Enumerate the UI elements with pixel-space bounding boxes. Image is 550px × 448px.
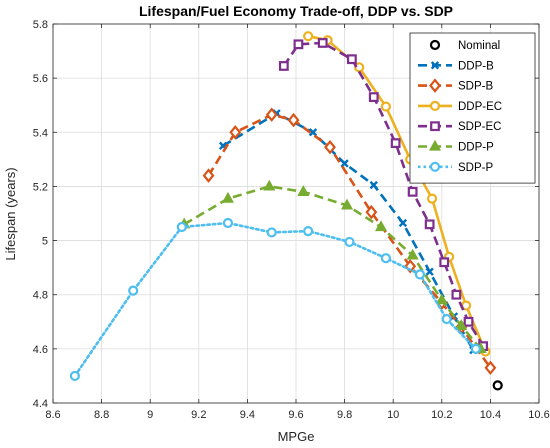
x-axis-label: MPGe [278, 429, 315, 444]
data-point-sdp-b [287, 112, 300, 128]
data-point-sdp-ec [424, 219, 435, 230]
y-tick-label: 5.6 [33, 73, 48, 85]
series-nominal [492, 380, 503, 391]
x-tick-label: 9 [147, 409, 153, 421]
y-tick-label: 5.2 [33, 181, 48, 193]
y-tick-label: 4.8 [33, 290, 48, 302]
data-point-ddp-ec [426, 193, 438, 204]
data-point-sdp-b [365, 204, 378, 220]
legend-marker [430, 121, 440, 132]
series-layer [69, 31, 503, 391]
legend-label: SDP-P [458, 162, 493, 174]
x-tick-label: 9.6 [288, 409, 303, 421]
legend-marker [429, 39, 441, 51]
data-point-ddp-ec [303, 31, 314, 42]
data-point-sdp-p [303, 225, 314, 237]
data-point-sdp-p [222, 217, 234, 229]
data-point-sdp-b [324, 139, 336, 155]
data-point-ddp-p [297, 185, 310, 196]
data-point-sdp-ec [368, 92, 379, 102]
data-point-sdp-p [176, 221, 187, 233]
y-tick-label: 5.4 [33, 127, 48, 139]
legend-entry: DDP-B [418, 60, 494, 72]
data-point-ddp-b [340, 159, 349, 168]
data-point-ddp-p [375, 220, 388, 232]
series-sdp-ec [278, 38, 489, 352]
data-point-ddp-b [398, 218, 408, 228]
data-point-ddp-p [455, 319, 468, 330]
data-point-ddp-ec [380, 101, 392, 112]
data-point-sdp-ec [407, 186, 418, 197]
legend-marker [429, 100, 441, 112]
legend-entry: Nominal [429, 39, 500, 52]
x-tick-label: 9.2 [191, 409, 206, 421]
data-point-sdp-p [266, 227, 277, 238]
data-point-sdp-p [414, 269, 426, 280]
data-point-sdp-b [229, 125, 242, 140]
x-tick-label: 10.2 [431, 409, 452, 421]
legend-entry: DDP-P [418, 139, 494, 154]
legend-label: SDP-B [458, 81, 493, 93]
x-tick-label: 8.6 [45, 409, 60, 421]
data-point-ddp-p [221, 191, 234, 203]
data-point-ddp-p [406, 248, 419, 260]
series-sdp-p [69, 217, 481, 382]
legend: Nominal DDP-B SDP-B DDP-EC SDP-EC DDP-P SDP-P [409, 32, 536, 184]
legend-label: SDP-EC [458, 121, 501, 133]
data-point-sdp-b [202, 168, 215, 183]
y-tick-label: 4.4 [33, 398, 48, 410]
data-point-sdp-p [441, 313, 452, 325]
data-point-sdp-p [69, 370, 80, 382]
data-point-nominal [492, 380, 503, 391]
y-tick-label: 5.8 [33, 19, 48, 31]
legend-entry: SDP-EC [418, 121, 501, 133]
x-tick-label: 10 [387, 409, 399, 421]
data-point-sdp-p [470, 343, 481, 354]
data-point-ddp-b [308, 128, 318, 137]
x-tick-label: 9.4 [240, 409, 255, 421]
x-tick-label: 10.6 [528, 409, 549, 421]
data-point-sdp-ec [451, 289, 462, 300]
legend-marker [428, 139, 442, 151]
y-axis-label: Lifespan (years) [3, 167, 18, 260]
data-point-sdp-ec [293, 39, 304, 50]
legend-entry: DDP-EC [418, 100, 502, 113]
legend-marker [429, 78, 441, 93]
data-point-sdp-b [265, 107, 278, 122]
y-tick-label: 4.6 [33, 344, 48, 356]
legend-entry: SDP-P [418, 161, 493, 174]
data-point-ddp-p [263, 179, 276, 191]
chart-title: Lifespan/Fuel Economy Trade-off, DDP vs.… [139, 3, 453, 19]
legend-entry: SDP-B [418, 78, 493, 93]
data-point-sdp-ec [278, 61, 289, 71]
data-point-ddp-b [425, 267, 434, 276]
legend-label: DDP-EC [458, 101, 502, 113]
axis-ticks: 8.6 8.8 9 9.2 9.4 9.6 9.8 10 10.2 10.4 10.6 4.4 4.6 4… [33, 19, 550, 421]
legend-marker [430, 61, 440, 70]
data-point-sdp-b [484, 360, 497, 376]
data-point-sdp-p [380, 253, 392, 264]
data-point-sdp-p [344, 236, 355, 248]
data-point-sdp-ec [463, 316, 474, 327]
data-point-ddp-b [369, 180, 378, 190]
legend-label: Nominal [458, 40, 500, 52]
legend-marker [429, 161, 441, 172]
data-point-sdp-ec [390, 138, 401, 149]
legend-label: DDP-P [458, 142, 494, 154]
x-tick-label: 10.4 [480, 409, 501, 421]
data-point-sdp-ec [317, 38, 328, 48]
data-point-sdp-ec [346, 54, 357, 65]
y-tick-label: 5 [42, 236, 48, 248]
data-point-sdp-p [128, 285, 139, 296]
x-tick-label: 8.8 [94, 409, 109, 421]
data-point-sdp-ec [439, 257, 450, 268]
data-point-ddp-p [341, 198, 354, 210]
data-point-ddp-p [435, 293, 448, 305]
x-tick-label: 9.8 [337, 409, 352, 421]
series-line-ddp-p [183, 185, 482, 350]
legend-label: DDP-B [458, 60, 494, 72]
